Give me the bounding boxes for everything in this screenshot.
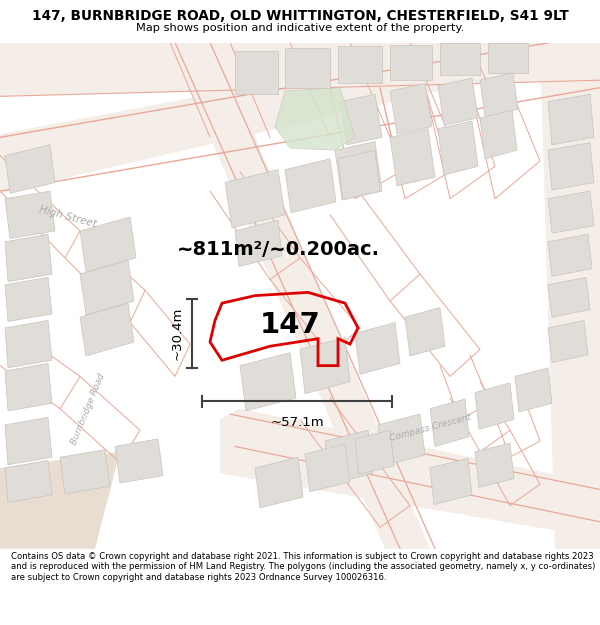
Polygon shape [440, 42, 480, 75]
Polygon shape [405, 308, 445, 356]
Polygon shape [300, 338, 350, 394]
Polygon shape [5, 461, 52, 503]
Polygon shape [0, 42, 600, 96]
Polygon shape [220, 409, 600, 538]
Polygon shape [548, 94, 594, 145]
Polygon shape [355, 322, 400, 374]
Polygon shape [325, 430, 373, 484]
Polygon shape [5, 418, 52, 465]
Polygon shape [515, 368, 552, 412]
Polygon shape [235, 51, 278, 94]
Polygon shape [438, 121, 478, 175]
Polygon shape [80, 260, 134, 315]
Polygon shape [225, 169, 285, 228]
Polygon shape [5, 321, 52, 368]
Polygon shape [540, 42, 600, 549]
Polygon shape [60, 449, 110, 494]
Polygon shape [80, 217, 136, 272]
Polygon shape [340, 94, 382, 145]
Polygon shape [285, 159, 336, 212]
Polygon shape [480, 72, 518, 117]
Text: Contains OS data © Crown copyright and database right 2021. This information is : Contains OS data © Crown copyright and d… [11, 552, 595, 582]
Text: Compass Crescent: Compass Crescent [388, 413, 472, 443]
Polygon shape [548, 191, 594, 233]
Polygon shape [338, 150, 380, 200]
Polygon shape [170, 42, 430, 549]
Polygon shape [285, 48, 330, 88]
Polygon shape [275, 88, 355, 150]
Text: High Street: High Street [38, 204, 98, 229]
Polygon shape [430, 399, 469, 446]
Polygon shape [0, 452, 120, 549]
Polygon shape [5, 234, 52, 282]
Polygon shape [5, 145, 55, 193]
Polygon shape [5, 278, 52, 321]
Polygon shape [548, 142, 594, 190]
Text: Map shows position and indicative extent of the property.: Map shows position and indicative extent… [136, 23, 464, 33]
Polygon shape [335, 142, 382, 200]
Polygon shape [475, 443, 514, 488]
Polygon shape [488, 42, 528, 72]
Polygon shape [5, 191, 55, 239]
Polygon shape [235, 220, 282, 266]
Polygon shape [305, 444, 350, 492]
Polygon shape [480, 111, 517, 159]
Polygon shape [240, 352, 296, 411]
Polygon shape [390, 44, 432, 80]
Text: ~30.4m: ~30.4m [171, 307, 184, 360]
Polygon shape [0, 21, 600, 193]
Text: 147, BURNBRIDGE ROAD, OLD WHITTINGTON, CHESTERFIELD, S41 9LT: 147, BURNBRIDGE ROAD, OLD WHITTINGTON, C… [32, 9, 568, 22]
Polygon shape [548, 278, 590, 317]
Polygon shape [115, 439, 163, 483]
Polygon shape [255, 458, 303, 508]
Text: 147: 147 [260, 311, 320, 339]
Polygon shape [438, 78, 478, 126]
Polygon shape [390, 83, 432, 134]
Text: ~811m²/~0.200ac.: ~811m²/~0.200ac. [176, 240, 380, 259]
Text: Burnbridge Road: Burnbridge Road [70, 372, 106, 446]
Text: ~57.1m: ~57.1m [270, 416, 324, 429]
Polygon shape [80, 303, 134, 356]
Polygon shape [548, 234, 592, 276]
Polygon shape [390, 129, 435, 186]
Polygon shape [475, 383, 514, 429]
Polygon shape [548, 321, 588, 362]
Polygon shape [430, 458, 472, 504]
Polygon shape [378, 414, 425, 466]
Polygon shape [338, 46, 382, 83]
Polygon shape [355, 430, 394, 474]
Polygon shape [5, 364, 52, 411]
